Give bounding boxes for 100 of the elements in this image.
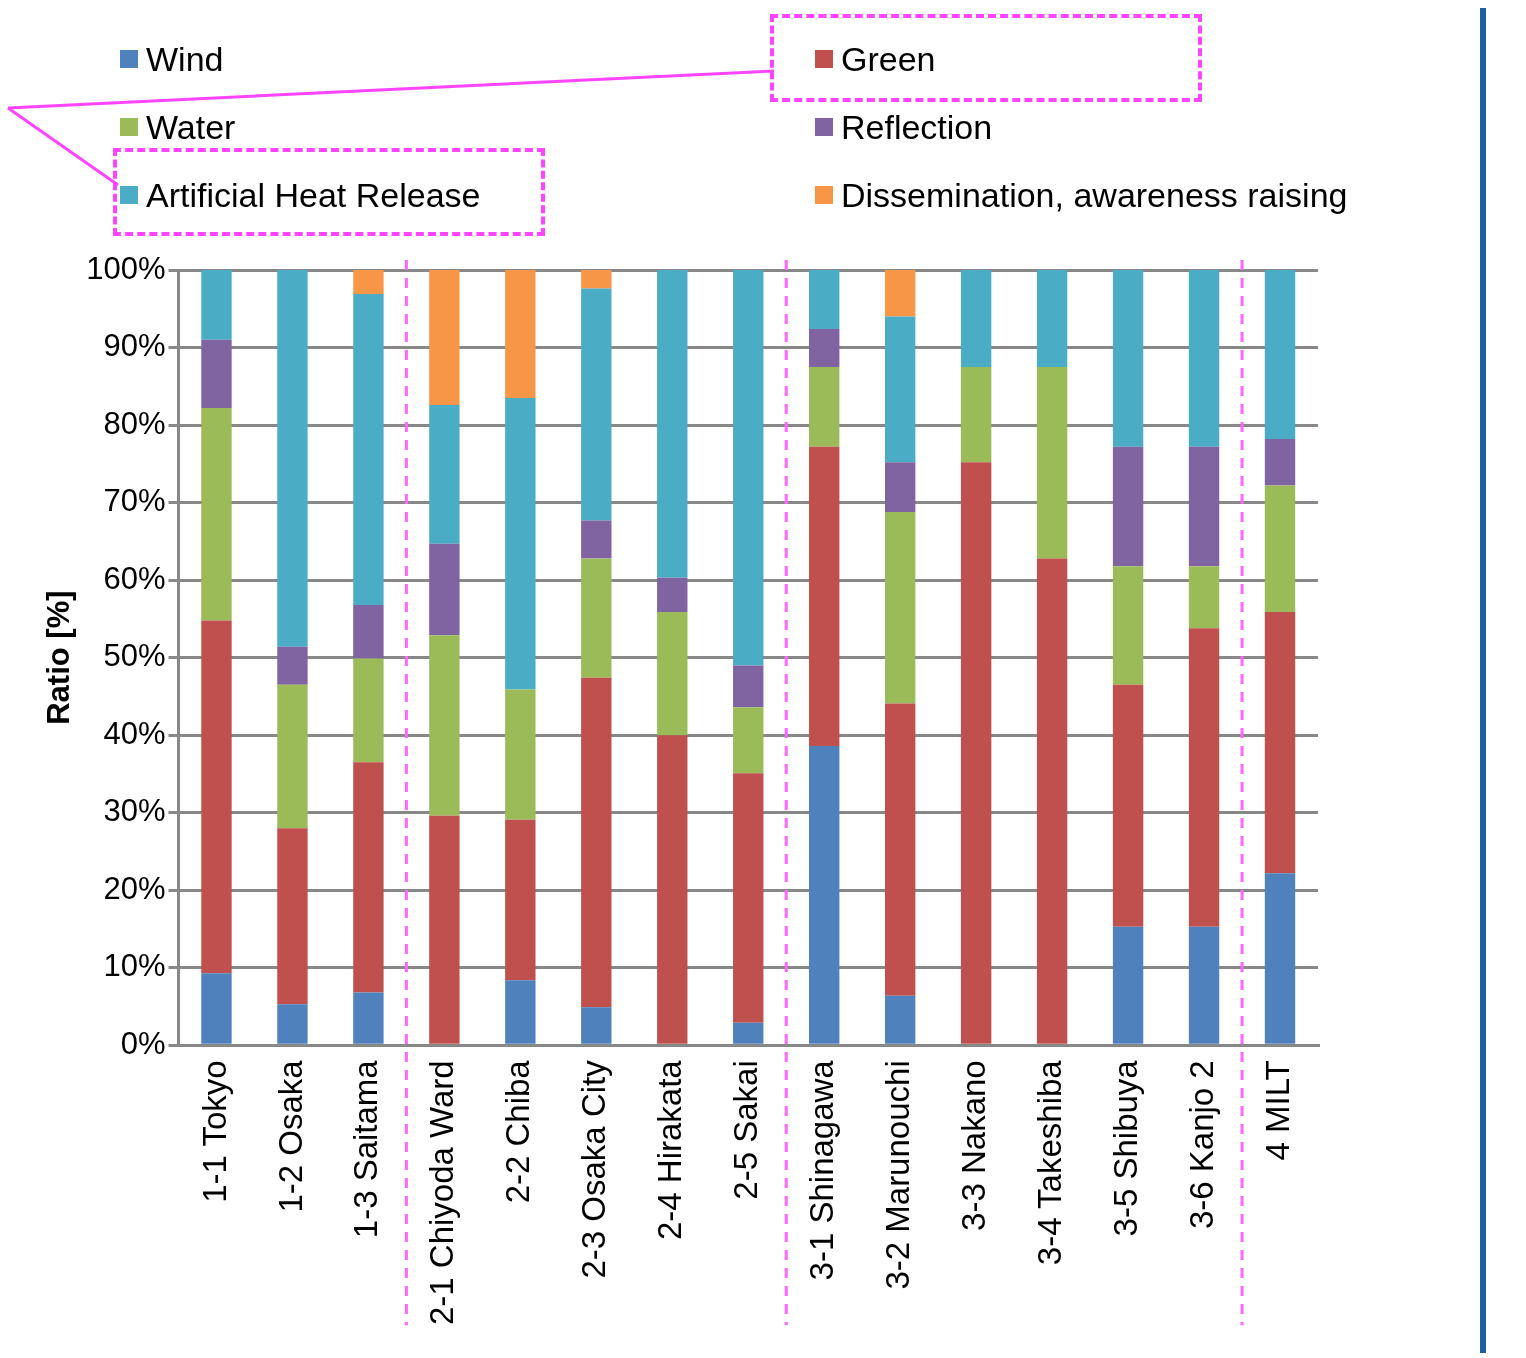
bar <box>277 270 308 647</box>
bar <box>809 270 840 329</box>
legend-label: Water <box>146 107 236 148</box>
bar <box>884 462 916 512</box>
bar <box>429 404 460 544</box>
y-tick-label: 60% <box>103 560 166 596</box>
y-tick-label: 30% <box>103 793 166 829</box>
bar <box>1188 270 1220 447</box>
bar <box>1264 873 1296 1044</box>
bar <box>201 620 232 974</box>
bar <box>277 1004 308 1044</box>
bar <box>960 270 992 367</box>
bar <box>1264 270 1296 440</box>
bar <box>884 703 916 996</box>
bar <box>277 684 308 829</box>
bar <box>1112 446 1144 567</box>
bar <box>884 316 916 463</box>
bar <box>1112 566 1144 685</box>
legend-label: Reflection <box>841 107 993 148</box>
bar <box>429 543 460 636</box>
bar <box>1264 485 1296 612</box>
y-tick-label: 90% <box>103 328 166 364</box>
bar <box>353 992 384 1044</box>
bar <box>733 1022 764 1044</box>
bar <box>1112 684 1144 927</box>
bar <box>1188 566 1220 629</box>
bar <box>201 973 232 1044</box>
y-tick-label: 40% <box>103 715 166 751</box>
x-tick-label: 4 MILT <box>1259 1060 1297 1161</box>
bar <box>1112 270 1144 447</box>
bar <box>884 270 916 317</box>
bar <box>505 270 536 398</box>
y-tick-label: 10% <box>103 948 166 984</box>
x-tick-label: 2-4 Hirakata <box>651 1059 689 1241</box>
bar <box>353 294 384 605</box>
x-tick-label: 3-6 Kanjo 2 <box>1183 1060 1221 1230</box>
bar <box>581 288 612 521</box>
y-tick-label: 20% <box>103 870 166 906</box>
bar <box>1264 611 1296 874</box>
bar <box>581 270 612 289</box>
bar <box>884 995 916 1044</box>
bar <box>733 773 764 1023</box>
x-tick-label: 2-1 Chiyoda Ward <box>423 1060 461 1326</box>
bar <box>1188 926 1220 1044</box>
bar <box>505 980 536 1044</box>
bar <box>1188 446 1220 567</box>
bar <box>201 339 232 408</box>
bar <box>809 446 840 747</box>
x-tick-label: 2-3 Osaka City <box>575 1059 613 1279</box>
bar <box>733 707 764 774</box>
bar <box>505 819 536 981</box>
y-tick-label: 0% <box>120 1025 166 1061</box>
bar <box>1264 439 1296 486</box>
y-axis-title: Ratio [%] <box>41 590 77 725</box>
legend-label: Wind <box>146 39 224 80</box>
bar <box>657 270 688 578</box>
bar <box>960 366 992 463</box>
bar <box>429 815 460 1044</box>
x-tick-label: 2-2 Chiba <box>499 1059 537 1204</box>
bar <box>353 270 384 295</box>
bar <box>277 646 308 685</box>
bar <box>733 665 764 708</box>
bar <box>581 558 612 678</box>
legend-label: Green <box>841 39 936 80</box>
x-tick-label: 1-1 Tokyo <box>195 1060 233 1203</box>
bar <box>429 270 460 405</box>
bar <box>353 658 384 763</box>
bar <box>657 577 688 612</box>
x-tick-label: 3-2 Marunouchi <box>879 1060 917 1290</box>
legend-label: Artificial Heat Release <box>146 175 481 216</box>
bar <box>201 408 232 621</box>
bar <box>505 689 536 820</box>
bar <box>1188 628 1220 927</box>
bar <box>1112 926 1144 1044</box>
x-tick-label: 3-3 Nakano <box>955 1060 993 1231</box>
bar <box>960 462 992 1044</box>
y-tick-label: 70% <box>103 483 166 519</box>
bar <box>581 520 612 559</box>
bar <box>809 366 840 447</box>
bar <box>581 1007 612 1044</box>
bar <box>353 604 384 659</box>
bar <box>505 397 536 690</box>
bar <box>429 635 460 816</box>
bar <box>581 677 612 1008</box>
bar <box>657 611 688 736</box>
bar <box>277 828 308 1005</box>
x-tick-label: 1-2 Osaka <box>271 1059 309 1213</box>
bar <box>809 746 840 1044</box>
bar <box>884 511 916 704</box>
legend-label: Dissemination, awareness raising <box>841 175 1348 216</box>
y-tick-label: 50% <box>103 638 166 674</box>
x-tick-label: 3-1 Shinagawa <box>803 1059 841 1281</box>
y-tick-label: 80% <box>103 405 166 441</box>
bar <box>1036 270 1068 367</box>
bar <box>353 762 384 993</box>
bar <box>733 270 764 666</box>
bar <box>1036 558 1068 1044</box>
x-tick-label: 3-4 Takeshiba <box>1031 1059 1069 1266</box>
x-tick-label: 2-5 Sakai <box>727 1060 765 1200</box>
y-tick-label: 100% <box>86 250 166 286</box>
